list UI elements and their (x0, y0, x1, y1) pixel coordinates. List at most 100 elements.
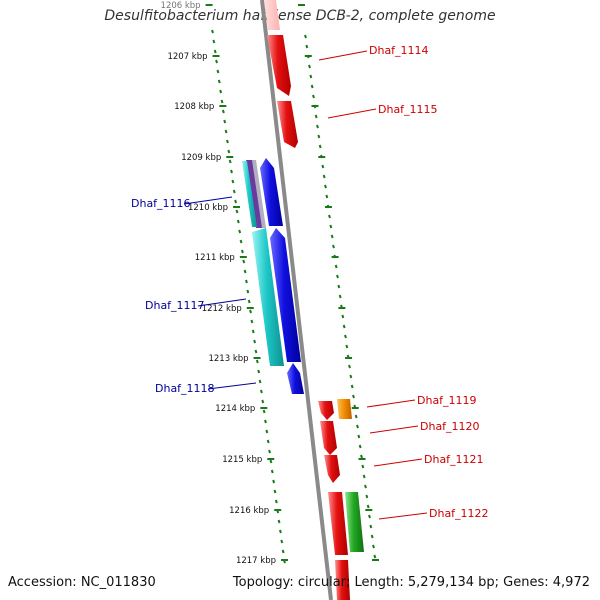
ruler-tick (281, 549, 285, 554)
ruler-tick (337, 284, 341, 289)
ruler-tick (360, 454, 363, 459)
ruler-tick (228, 159, 232, 164)
ruler-tick (266, 439, 270, 444)
ruler-tick (329, 224, 333, 229)
ruler-tick (265, 429, 269, 434)
gene-label-dhaf-1116[interactable]: Dhaf_1116 (131, 197, 191, 210)
ruler-tick (268, 449, 272, 454)
ruler-tick (251, 329, 255, 334)
gene-feature-dhaf-1119[interactable] (337, 399, 352, 419)
ruler-tick (247, 299, 251, 304)
ruler-tick (308, 64, 311, 69)
ruler-tick (219, 89, 223, 94)
ruler-tick (216, 69, 220, 74)
ruler-tick (249, 309, 252, 314)
ruler-tick (366, 504, 370, 509)
gene-label-dhaf-1122[interactable]: Dhaf_1122 (429, 507, 489, 520)
ruler-tick (215, 59, 219, 64)
topology-text: Topology: circular; Length: 5,279,134 bp… (232, 575, 590, 590)
ruler-tick (211, 29, 214, 34)
ruler-tick (257, 369, 261, 374)
ruler-tick (369, 524, 373, 529)
gene-feature-partial-top[interactable] (264, 0, 280, 30)
ruler-tick (317, 134, 321, 139)
gene-feature-blue-upper[interactable] (260, 158, 283, 226)
gene-feature-dhaf-1115[interactable] (277, 101, 298, 148)
ruler-tick (370, 534, 374, 539)
ruler-tick (277, 519, 281, 524)
accession-text: Accession: NC_011830 (8, 575, 156, 590)
ruler-tick (368, 514, 371, 519)
gene-feature-dhaf-1120[interactable] (320, 421, 337, 455)
ruler-tick (213, 49, 217, 54)
ruler-tick (325, 194, 329, 199)
gene-feature-dhaf-1114[interactable] (267, 35, 291, 96)
kbp-label: 1206 kbp (161, 1, 201, 11)
ruler-tick (220, 99, 224, 104)
ruler-tick (234, 199, 238, 204)
ruler-tick (240, 249, 244, 254)
ruler-tick (212, 39, 216, 44)
ruler-tick (321, 164, 325, 169)
ruler-tick (305, 44, 309, 49)
ruler-tick (230, 169, 233, 174)
gene-feature-dhaf-1122[interactable] (345, 492, 364, 552)
gene-feature-blue-long[interactable] (270, 228, 301, 362)
ruler-tick (254, 349, 258, 354)
gene-features (242, 0, 364, 600)
ruler-tick (341, 314, 345, 319)
ruler-tick (372, 544, 375, 549)
ruler-tick (356, 424, 359, 429)
ruler-tick (316, 124, 319, 129)
ruler-tick (274, 499, 278, 504)
ruler-tick (227, 149, 231, 154)
page-title: Desulfitobacterium hafniense DCB-2, comp… (104, 8, 496, 24)
ruler-tick (318, 144, 322, 149)
ruler-tick (358, 444, 362, 449)
gene-feature-dhaf-1118[interactable] (287, 363, 304, 394)
ruler-tick (332, 244, 335, 249)
kbp-label: 1212 kbp (202, 304, 242, 314)
kbp-label: 1216 kbp (229, 506, 269, 516)
gene-label-dhaf-1119[interactable]: Dhaf_1119 (417, 394, 477, 407)
ruler-tick (273, 489, 277, 494)
ruler-tick (235, 209, 239, 214)
ruler-tick (253, 339, 257, 344)
ruler-tick (262, 409, 266, 414)
ruler-tick (328, 214, 331, 219)
ruler-tick (261, 399, 265, 404)
kbp-label: 1213 kbp (208, 354, 248, 364)
ruler-tick (322, 174, 326, 179)
kbp-label: 1208 kbp (174, 102, 214, 112)
kbp-label: 1215 kbp (222, 455, 262, 465)
ruler-tick (223, 119, 227, 124)
leader-lines (183, 50, 428, 520)
gene-label-dhaf-1121[interactable]: Dhaf_1121 (424, 453, 484, 466)
left-ruler (211, 29, 286, 564)
ruler-tick (242, 259, 246, 264)
ruler-tick (278, 529, 282, 534)
ruler-tick (342, 324, 346, 329)
gene-feature-stripe-purple[interactable] (246, 160, 262, 228)
gene-feature-red-1119[interactable] (318, 401, 334, 420)
gene-label-dhaf-1115[interactable]: Dhaf_1115 (378, 103, 438, 116)
gene-label-dhaf-1120[interactable]: Dhaf_1120 (420, 420, 480, 433)
ruler-tick (264, 419, 267, 424)
ruler-tick (280, 539, 284, 544)
ruler-tick (272, 479, 276, 484)
gene-feature-dhaf-1117[interactable] (252, 228, 284, 366)
ruler-tick (224, 129, 228, 134)
gene-feature-dhaf-1121[interactable] (324, 455, 340, 483)
ruler-tick (255, 359, 259, 364)
gene-label-dhaf-1114[interactable]: Dhaf_1114 (369, 44, 429, 57)
gene-feature-dhaf-1116[interactable] (242, 161, 257, 227)
gene-label-dhaf-1118[interactable]: Dhaf_1118 (155, 382, 215, 395)
ruler-tick (246, 289, 250, 294)
gene-feature-partial-bottom[interactable] (335, 560, 350, 600)
ruler-tick (270, 469, 274, 474)
ruler-tick (309, 74, 313, 79)
gene-feature-red-1122[interactable] (328, 492, 348, 555)
gene-label-dhaf-1117[interactable]: Dhaf_1117 (145, 299, 205, 312)
ruler-tick (310, 84, 314, 89)
